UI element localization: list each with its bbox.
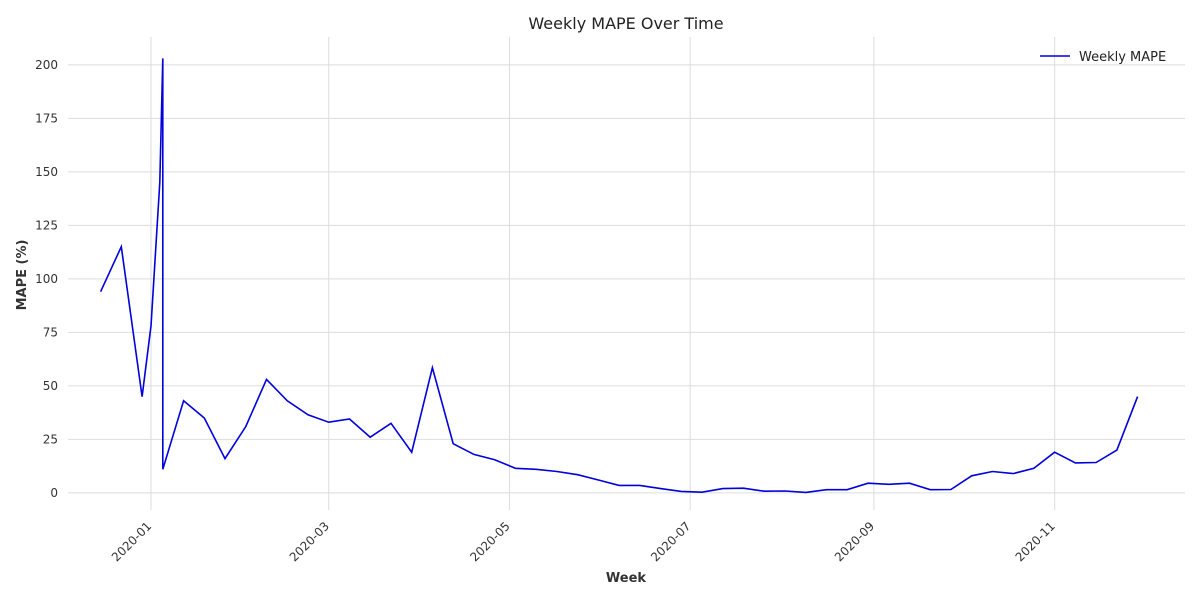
legend: Weekly MAPE — [1040, 50, 1166, 65]
y-axis-label: MAPE (%) — [15, 240, 30, 311]
y-tick-label: 125 — [35, 218, 58, 232]
x-tick-label: 2020-09 — [832, 519, 877, 564]
x-tick-label: 2020-07 — [648, 519, 693, 564]
y-tick-label: 25 — [43, 432, 58, 446]
x-tick-label: 2020-11 — [1013, 519, 1058, 564]
chart-title: Weekly MAPE Over Time — [528, 14, 723, 33]
x-tick-label: 2020-01 — [109, 519, 154, 564]
y-tick-label: 100 — [35, 272, 58, 286]
y-tick-label: 50 — [43, 379, 58, 393]
y-tick-label: 75 — [43, 325, 58, 339]
x-axis-label: Week — [606, 571, 647, 586]
legend-label-weekly-mape: Weekly MAPE — [1079, 50, 1166, 65]
y-tick-label: 200 — [35, 58, 58, 72]
y-tick-labels: 0 25 50 75 100 125 150 175 200 — [35, 58, 58, 500]
x-tick-label: 2020-03 — [287, 519, 332, 564]
y-tick-label: 175 — [35, 111, 58, 125]
x-tick-label: 2020-05 — [467, 519, 512, 564]
y-tick-label: 150 — [35, 165, 58, 179]
x-tick-labels: 2020-01 2020-03 2020-05 2020-07 2020-09 2020-… — [109, 519, 1058, 564]
grid-lines — [68, 37, 1185, 510]
y-tick-label: 0 — [50, 486, 58, 500]
series-line-weekly-mape — [99, 58, 1139, 494]
